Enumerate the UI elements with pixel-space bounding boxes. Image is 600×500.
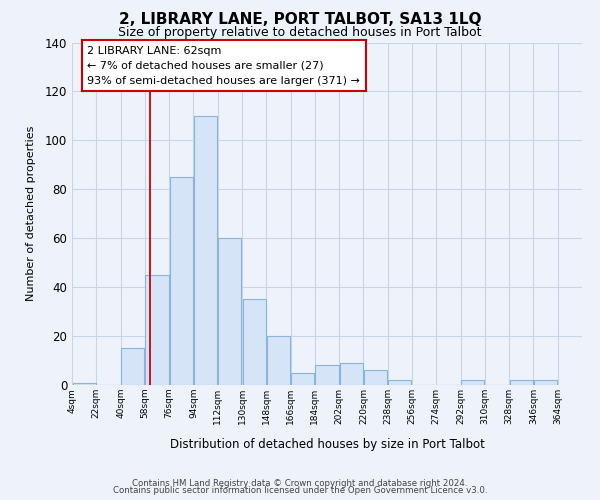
Bar	[509, 380, 533, 385]
Bar	[194, 116, 217, 385]
Bar	[340, 363, 363, 385]
Text: 2, LIBRARY LANE, PORT TALBOT, SA13 1LQ: 2, LIBRARY LANE, PORT TALBOT, SA13 1LQ	[119, 12, 481, 28]
Bar	[267, 336, 290, 385]
Bar	[534, 380, 557, 385]
Text: Size of property relative to detached houses in Port Talbot: Size of property relative to detached ho…	[118, 26, 482, 39]
Bar	[145, 275, 169, 385]
Bar	[242, 300, 266, 385]
Bar	[388, 380, 412, 385]
Y-axis label: Number of detached properties: Number of detached properties	[26, 126, 37, 302]
Bar	[291, 373, 314, 385]
Text: Contains HM Land Registry data © Crown copyright and database right 2024.: Contains HM Land Registry data © Crown c…	[132, 478, 468, 488]
Bar	[121, 348, 145, 385]
Text: Contains public sector information licensed under the Open Government Licence v3: Contains public sector information licen…	[113, 486, 487, 495]
Bar	[461, 380, 484, 385]
Bar	[170, 177, 193, 385]
Text: 2 LIBRARY LANE: 62sqm
← 7% of detached houses are smaller (27)
93% of semi-detac: 2 LIBRARY LANE: 62sqm ← 7% of detached h…	[88, 46, 360, 86]
Bar	[218, 238, 241, 385]
Bar	[316, 366, 338, 385]
Bar	[364, 370, 387, 385]
Bar	[73, 382, 96, 385]
X-axis label: Distribution of detached houses by size in Port Talbot: Distribution of detached houses by size …	[170, 438, 484, 451]
